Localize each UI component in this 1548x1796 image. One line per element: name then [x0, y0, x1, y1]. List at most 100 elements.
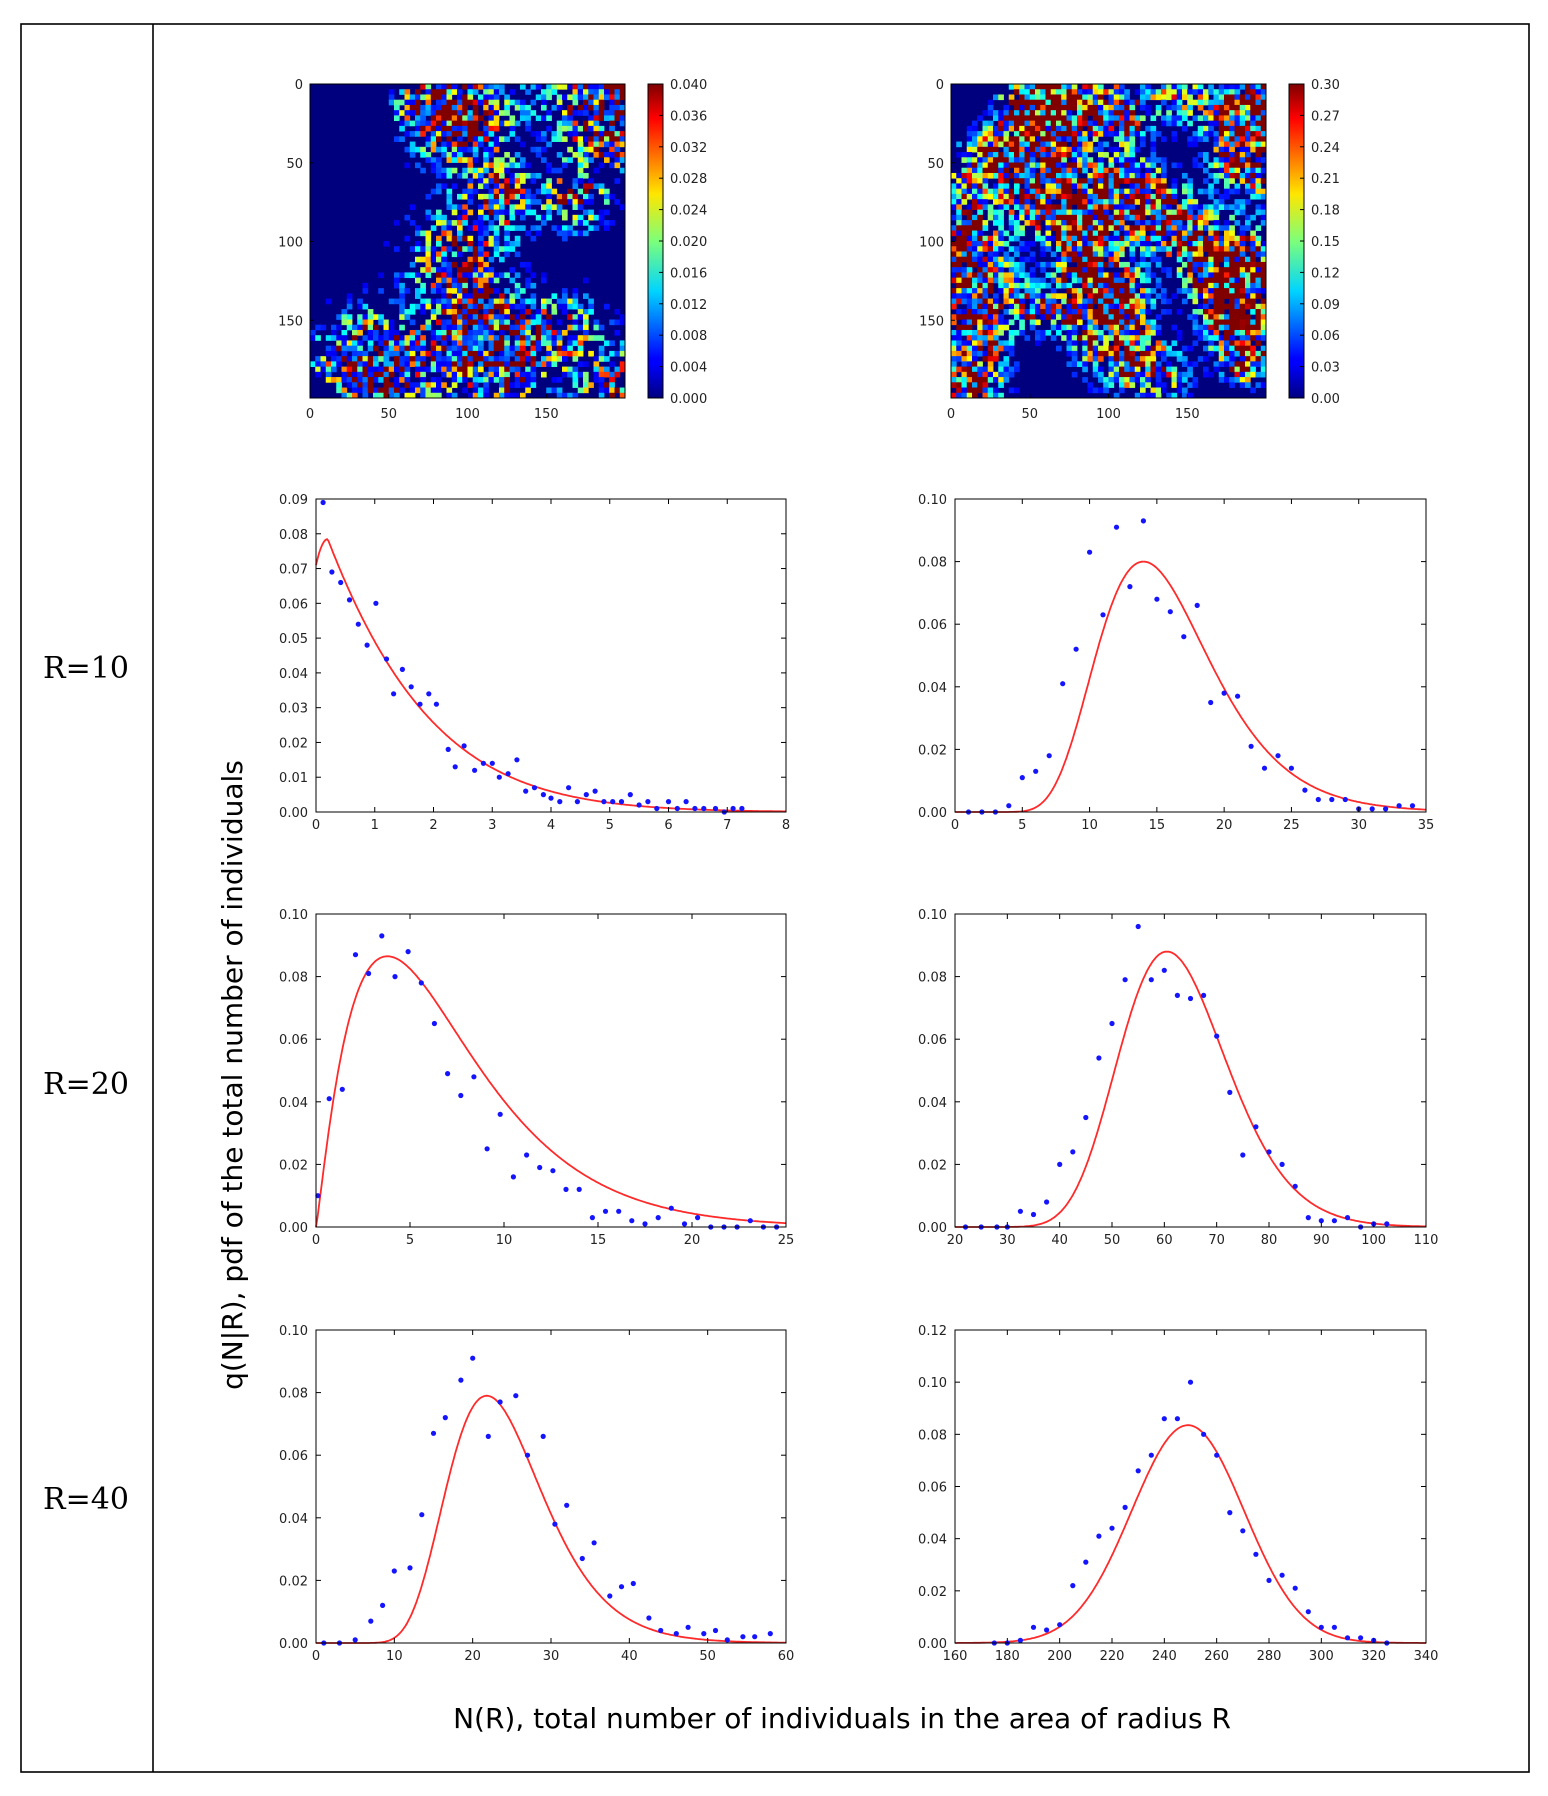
heatmap-left-cell: [436, 89, 442, 95]
heatmap-right-cell: [1124, 178, 1130, 184]
heatmap-right-cell: [1150, 209, 1157, 216]
heatmap-right-cell: [1003, 345, 1010, 352]
heatmap-left-cell: [604, 157, 610, 163]
heatmap-right-cell: [1171, 178, 1178, 184]
heatmap-left-cell: [493, 104, 500, 111]
heatmap-right-cell: [1077, 272, 1083, 279]
heatmap-left-cell: [399, 298, 405, 305]
heatmap-right-cell: [1113, 99, 1120, 106]
heatmap-left-cell: [488, 235, 495, 242]
heatmap-left-cell: [493, 157, 500, 163]
heatmap-right-cell: [1113, 167, 1120, 174]
heatmap-right-cell: [1129, 230, 1136, 237]
heatmap-right-cell: [1113, 115, 1120, 122]
heatmap-right-cell: [1171, 324, 1178, 331]
heatmap-left-cell: [546, 204, 552, 210]
heatmap-left-cell: [604, 110, 610, 116]
heatmap-right-cell: [1103, 303, 1109, 310]
heatmap-right-cell: [1213, 303, 1220, 310]
heatmap-right-cell: [1113, 152, 1120, 158]
heatmap-left-cell: [367, 314, 374, 320]
heatmap-left-cell: [530, 193, 537, 200]
heatmap-right-cell: [1045, 152, 1052, 158]
R10-left-point-46: [730, 805, 736, 812]
heatmap-right-cell: [961, 319, 968, 326]
heatmap-right-cell: [1239, 345, 1246, 352]
heatmap-right-cell: [1161, 345, 1167, 352]
heatmap-right-cell: [1245, 356, 1251, 362]
heatmap-right-cell: [1213, 110, 1220, 116]
heatmap-left-cell: [467, 382, 474, 388]
R20-left-point-27: [668, 1205, 674, 1211]
heatmap-right-cell: [1213, 214, 1220, 221]
heatmap-left-cell: [425, 298, 432, 305]
heatmap-right-cell: [1229, 131, 1235, 137]
heatmap-right-cell: [1150, 94, 1157, 101]
heatmap-left-cell: [341, 314, 348, 320]
heatmap-right-cell: [1213, 225, 1220, 231]
heatmap-right-cell: [1245, 188, 1251, 195]
heatmap-left-cell: [478, 272, 484, 279]
heatmap-right-cell: [1176, 288, 1183, 294]
heatmap-right-cell: [1003, 277, 1010, 284]
heatmap-right-cell: [1192, 256, 1199, 263]
heatmap-left-cell: [425, 136, 432, 142]
heatmap-left-cell: [430, 89, 437, 95]
heatmap-left-cell: [399, 324, 405, 331]
heatmap-left-cell: [409, 361, 416, 367]
heatmap-left-cell: [493, 377, 500, 383]
heatmap-right-cell: [1108, 366, 1115, 373]
heatmap-right-cell: [1129, 361, 1136, 367]
heatmap-left-cell: [399, 366, 405, 373]
heatmap-right-cell: [1098, 288, 1104, 294]
heatmap-left-cell: [488, 115, 495, 122]
heatmap-left-cell: [572, 392, 579, 399]
heatmap-left-cell: [483, 178, 489, 184]
heatmap-left-cell: [499, 314, 505, 320]
heatmap-right-cell: [1197, 89, 1204, 95]
heatmap-left-cell: [525, 387, 531, 394]
heatmap-right-cell: [1234, 366, 1241, 373]
heatmap-right-cell: [1119, 204, 1125, 210]
heatmap-right-cell: [966, 235, 973, 242]
heatmap-left-cell: [583, 371, 589, 378]
heatmap-left-cell: [362, 392, 369, 399]
heatmap-right-cell: [1245, 172, 1251, 179]
heatmap-right-cell: [1150, 136, 1157, 142]
heatmap-right-cell: [966, 204, 973, 210]
heatmap-left-cell: [541, 309, 547, 315]
heatmap-left-cell: [394, 220, 400, 226]
heatmap-right-cell: [1014, 110, 1020, 116]
heatmap-right-cell: [1129, 272, 1136, 279]
heatmap-left-cell: [436, 335, 442, 341]
heatmap-left-cell: [551, 387, 558, 394]
heatmap-right-cell: [1113, 136, 1120, 142]
heatmap-right-cell: [972, 261, 978, 268]
heatmap-left-cell: [331, 366, 337, 373]
heatmap-left-cell: [346, 366, 353, 373]
heatmap-right-cell: [1019, 282, 1025, 289]
heatmap-left-cell: [430, 335, 437, 341]
heatmap-left-cell: [467, 366, 474, 373]
heatmap-right-cell: [1229, 167, 1235, 174]
heatmap-left-cell: [598, 392, 605, 399]
heatmap-left-cell: [436, 267, 442, 273]
heatmap-left-cell: [504, 356, 510, 362]
heatmap-right-cell: [1071, 340, 1078, 347]
heatmap-right-cell: [1103, 204, 1109, 210]
heatmap-left-xtick-2: 100: [455, 407, 480, 422]
R20-right-point-4: [1017, 1208, 1024, 1214]
heatmap-left-cell: [409, 309, 416, 315]
heatmap-right-cell: [1103, 387, 1109, 394]
heatmap-left-cell: [457, 225, 463, 231]
heatmap-right-cell: [1108, 329, 1115, 336]
heatmap-right-cell: [1208, 115, 1214, 122]
heatmap-right-cell: [1229, 204, 1235, 210]
heatmap-right-cell: [1171, 340, 1178, 347]
heatmap-right-cell: [1092, 277, 1099, 284]
heatmap-right-cell: [1213, 267, 1220, 273]
heatmap-left-cell: [420, 392, 426, 399]
heatmap-left-cell: [567, 340, 573, 347]
heatmap-left-cell: [472, 382, 479, 388]
heatmap-left-cell: [472, 167, 479, 174]
